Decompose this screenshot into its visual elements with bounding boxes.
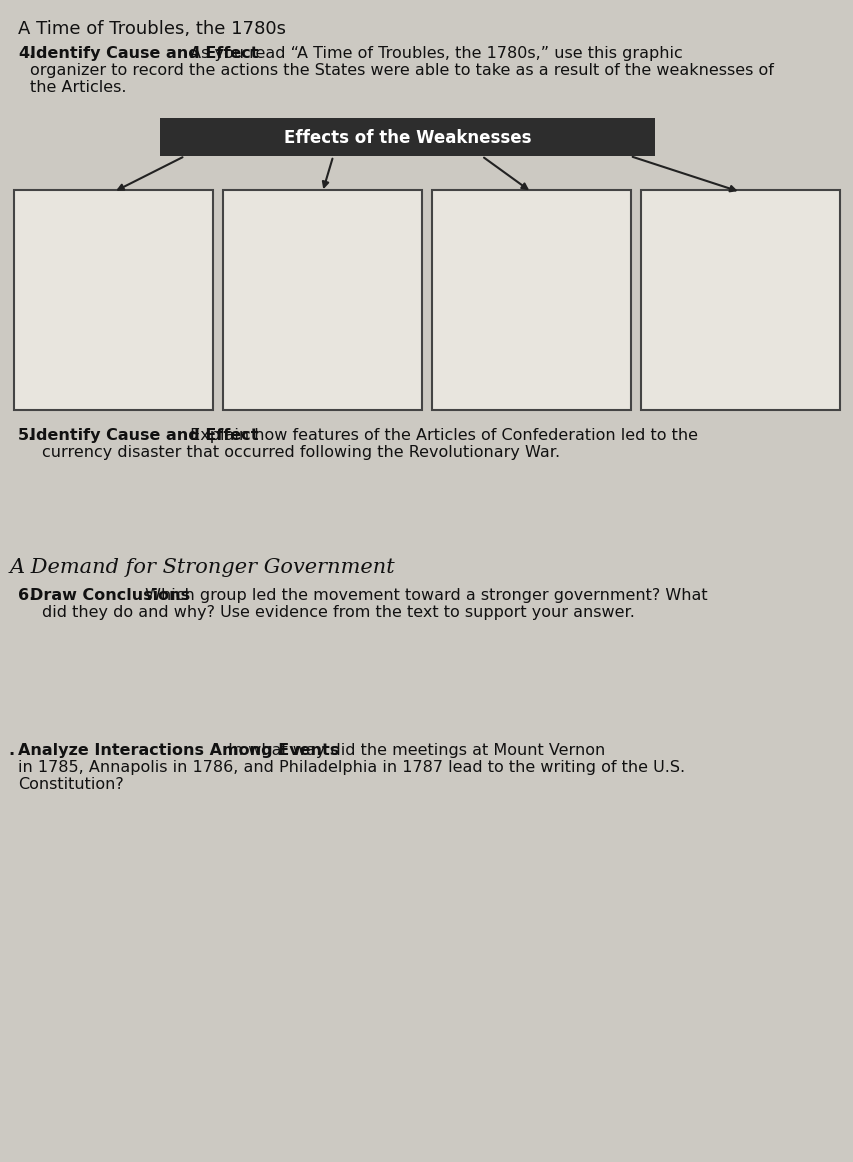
Text: Identify Cause and Effect: Identify Cause and Effect [30, 46, 258, 60]
Text: Draw Conclusions: Draw Conclusions [30, 588, 190, 603]
Bar [641, 191, 839, 410]
Text: In what way did the meetings at Mount Vernon: In what way did the meetings at Mount Ve… [223, 743, 605, 758]
Text: .: . [8, 743, 15, 758]
Text: 6.: 6. [18, 588, 35, 603]
Text: Analyze Interactions Among Events: Analyze Interactions Among Events [18, 743, 339, 758]
Text: Constitution?: Constitution? [18, 777, 124, 792]
Text: organizer to record the actions the States were able to take as a result of the : organizer to record the actions the Stat… [30, 63, 773, 78]
Bar [14, 191, 212, 410]
Bar [432, 191, 630, 410]
Text: 5.: 5. [18, 428, 35, 443]
Text: Identify Cause and Effect: Identify Cause and Effect [30, 428, 258, 443]
Text: currency disaster that occurred following the Revolutionary War.: currency disaster that occurred followin… [42, 445, 560, 460]
Text: A Time of Troubles, the 1780s: A Time of Troubles, the 1780s [18, 20, 286, 38]
Text: in 1785, Annapolis in 1786, and Philadelphia in 1787 lead to the writing of the : in 1785, Annapolis in 1786, and Philadel… [18, 760, 684, 775]
Text: A Demand for Stronger Government: A Demand for Stronger Government [10, 558, 395, 578]
Text: did they do and why? Use evidence from the text to support your answer.: did they do and why? Use evidence from t… [42, 605, 634, 621]
Text: Which group led the movement toward a stronger government? What: Which group led the movement toward a st… [140, 588, 707, 603]
Text: Effects of the Weaknesses: Effects of the Weaknesses [283, 129, 531, 148]
Text: Explain how features of the Articles of Confederation led to the: Explain how features of the Articles of … [185, 428, 697, 443]
Text: the Articles.: the Articles. [30, 80, 126, 95]
Bar [223, 191, 421, 410]
Bar [160, 119, 654, 156]
Text: 4.: 4. [18, 46, 35, 60]
Text: As you read “A Time of Troubles, the 1780s,” use this graphic: As you read “A Time of Troubles, the 178… [185, 46, 682, 60]
